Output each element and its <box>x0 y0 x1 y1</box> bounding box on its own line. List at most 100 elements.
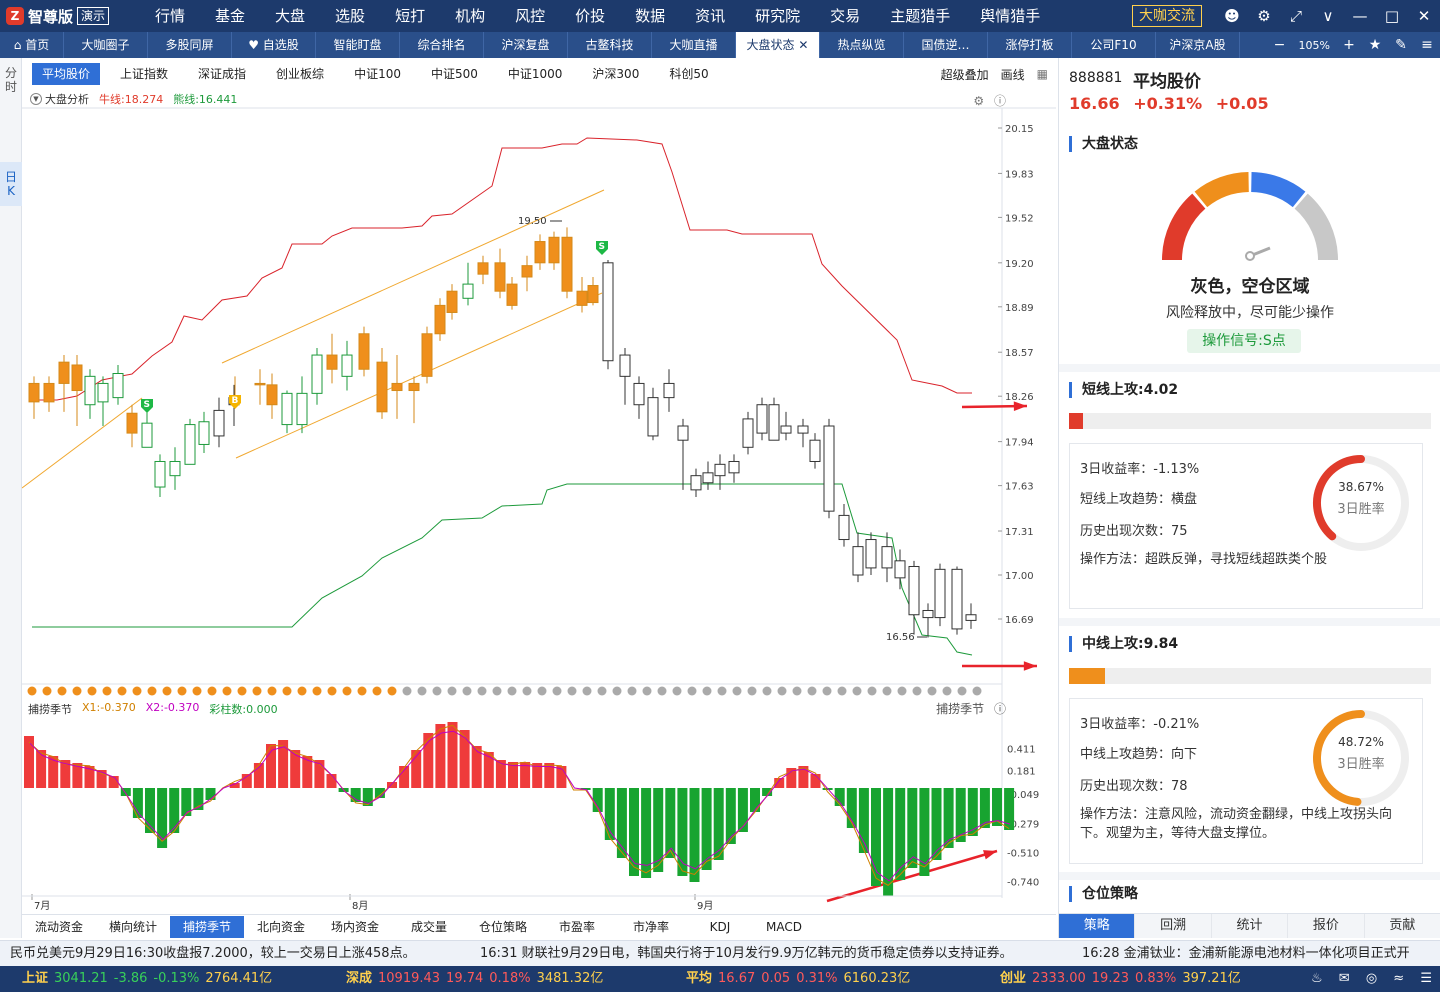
tab-2[interactable]: 多股同屏 <box>148 32 232 58</box>
list-icon[interactable]: ☰ <box>1420 971 1432 986</box>
candlestick-chart[interactable]: 20.15 19.83 19.52 19.20 18.89 18.57 18.26 17.94… <box>22 58 1056 911</box>
index-tab-1[interactable]: 上证指数 <box>120 67 169 81</box>
chart-icon[interactable]: ≈ <box>1393 971 1405 986</box>
side-tab-4[interactable]: 贡献 <box>1364 914 1440 938</box>
menu-item-8[interactable]: 数据 <box>635 7 666 25</box>
indicator-tab-10[interactable]: MACD <box>766 919 802 934</box>
bell-icon[interactable]: ♨ <box>1310 971 1323 986</box>
tab-0[interactable]: ⌂ 首页 <box>0 32 64 58</box>
tab-6[interactable]: 沪深复盘 <box>484 32 568 58</box>
indicator-tab-1[interactable]: 横向统计 <box>108 919 157 934</box>
tab-label: 沪深京A股 <box>1169 38 1226 52</box>
side-tab-2[interactable]: 统计 <box>1211 914 1289 938</box>
settings-icon[interactable]: ⚙ <box>973 94 985 108</box>
pen-icon[interactable]: ✎ <box>1395 37 1407 53</box>
menu-icon[interactable]: ≡ <box>1421 37 1433 53</box>
minimize-icon[interactable]: — <box>1352 7 1368 25</box>
tab-3[interactable]: ♥ 自选股 <box>232 32 316 58</box>
menu-item-1[interactable]: 基金 <box>215 7 246 25</box>
menu-item-2[interactable]: 大盘 <box>275 7 306 25</box>
index-pct: 0.31% <box>796 971 838 986</box>
dropdown-icon[interactable]: ▼ <box>30 93 42 105</box>
candle <box>714 454 726 490</box>
indicator-tab-4[interactable]: 场内资金 <box>330 919 379 934</box>
index-tab-8[interactable]: 科创50 <box>669 67 709 81</box>
signal-dot <box>177 686 187 696</box>
menu-item-12[interactable]: 主题猎手 <box>890 7 951 25</box>
dk-exchange-button[interactable]: 大咖交流 <box>1132 5 1202 27</box>
tab-4[interactable]: 智能盯盘 <box>316 32 400 58</box>
menu-item-11[interactable]: 交易 <box>830 7 861 25</box>
tab-12[interactable]: 涨停打板 <box>988 32 1072 58</box>
plus-icon[interactable]: + <box>1343 37 1355 53</box>
index-quote-3[interactable]: 创业 2333.00 19.23 0.83% 397.21亿 <box>1000 966 1241 992</box>
menu-item-13[interactable]: 舆情猎手 <box>980 7 1041 25</box>
tab-8[interactable]: 大咖直播 <box>652 32 736 58</box>
indicator-tab-9[interactable]: KDJ <box>709 919 731 934</box>
index-tab-2[interactable]: 深证成指 <box>198 67 247 81</box>
help-icon[interactable]: ⓘ <box>993 702 1006 716</box>
indicator-tab-7[interactable]: 市盈率 <box>558 919 595 934</box>
indicator-tab-2[interactable]: 捕捞季节 <box>170 915 244 938</box>
ring-progress <box>1313 710 1365 806</box>
settings-icon[interactable]: ⚙ <box>1257 7 1271 25</box>
minus-icon[interactable]: − <box>1273 37 1286 53</box>
index-quote-0[interactable]: 上证 3041.21 -3.86 -0.13% 2764.41亿 <box>22 966 272 992</box>
side-tab-1[interactable]: 回溯 <box>1135 914 1212 938</box>
side-tab-3[interactable]: 报价 <box>1288 914 1365 938</box>
draw-line-button[interactable]: 画线 <box>1000 67 1025 82</box>
index-tab-6[interactable]: 中证1000 <box>507 67 563 81</box>
star-icon[interactable]: ★ <box>1368 37 1382 53</box>
menu-item-7[interactable]: 价投 <box>575 7 606 25</box>
tab-10[interactable]: 热点纵览 <box>820 32 904 58</box>
user-icon[interactable]: ☻ <box>1224 7 1240 25</box>
index-tab-3[interactable]: 创业板综 <box>276 67 325 81</box>
indicator-tab-0[interactable]: 流动资金 <box>34 919 83 934</box>
menu-item-0[interactable]: 行情 <box>155 7 186 25</box>
tab-daily-k[interactable]: 日 K <box>0 162 22 206</box>
indicator-bar <box>677 788 688 876</box>
close-icon[interactable]: ✕ <box>1417 7 1431 25</box>
tab-7[interactable]: 古鳌科技 <box>568 32 652 58</box>
index-tab-7[interactable]: 沪深300 <box>592 67 640 81</box>
tab-1[interactable]: 大咖圈子 <box>64 32 148 58</box>
indicator-bar <box>532 763 543 788</box>
menu-item-5[interactable]: 机构 <box>455 7 486 25</box>
menu-item-10[interactable]: 研究院 <box>755 7 801 25</box>
super-overlay-button[interactable]: 超级叠加 <box>940 67 989 82</box>
tab-9[interactable]: 大盘状态 ✕ <box>736 32 820 58</box>
grid-icon[interactable]: ▦ <box>1036 67 1048 81</box>
tab-intraday[interactable]: 分 时 <box>4 66 17 94</box>
menu-item-9[interactable]: 资讯 <box>695 7 726 25</box>
index-tab-4[interactable]: 中证100 <box>354 67 401 81</box>
maximize-icon[interactable]: □ <box>1384 7 1400 25</box>
news-item[interactable]: 民币兑美元9月29日16:30收盘报7.2000，较上一交易日上涨458点。 <box>10 946 416 961</box>
news-item[interactable]: 16:28 金浦钛业：金浦新能源电池材料一体化项目正式开 <box>1082 946 1410 961</box>
indicator-tab-3[interactable]: 北向资金 <box>256 919 305 934</box>
shrink-icon[interactable]: ⤢ <box>1289 7 1302 25</box>
indicator-bar <box>665 788 676 858</box>
tab-14[interactable]: 沪深京A股 <box>1156 32 1240 58</box>
news-item[interactable]: 16:31 财联社9月29日电，韩国央行将于10月发行9.9万亿韩元的货币稳定债… <box>480 946 1013 961</box>
chat-icon[interactable]: ✉ <box>1338 971 1350 986</box>
indicator-tab-5[interactable]: 成交量 <box>410 919 447 934</box>
indicator-bar <box>471 746 482 788</box>
side-tab-0[interactable]: 策略 <box>1059 914 1136 938</box>
close-tab-icon[interactable]: ✕ <box>794 38 809 52</box>
index-quote-1[interactable]: 深成 10919.43 19.74 0.18% 3481.32亿 <box>346 966 603 992</box>
index-amt: 6160.23亿 <box>843 971 911 986</box>
help-icon[interactable]: ⓘ <box>993 94 1006 108</box>
dropdown-icon[interactable]: ∨ <box>1322 7 1334 25</box>
tab-5[interactable]: 综合排名 <box>400 32 484 58</box>
menu-item-4[interactable]: 短打 <box>395 7 426 25</box>
index-tab-0[interactable]: 平均股价 <box>32 63 101 85</box>
menu-item-3[interactable]: 选股 <box>335 7 366 25</box>
tab-11[interactable]: 国债逆… <box>904 32 988 58</box>
indicator-tab-8[interactable]: 市净率 <box>632 919 669 934</box>
menu-item-6[interactable]: 风控 <box>515 7 546 25</box>
target-icon[interactable]: ◎ <box>1365 971 1378 986</box>
tab-13[interactable]: 公司F10 <box>1072 32 1156 58</box>
index-quote-2[interactable]: 平均 16.67 0.05 0.31% 6160.23亿 <box>686 966 910 992</box>
index-tab-5[interactable]: 中证500 <box>430 67 478 81</box>
indicator-tab-6[interactable]: 仓位策略 <box>478 919 527 934</box>
